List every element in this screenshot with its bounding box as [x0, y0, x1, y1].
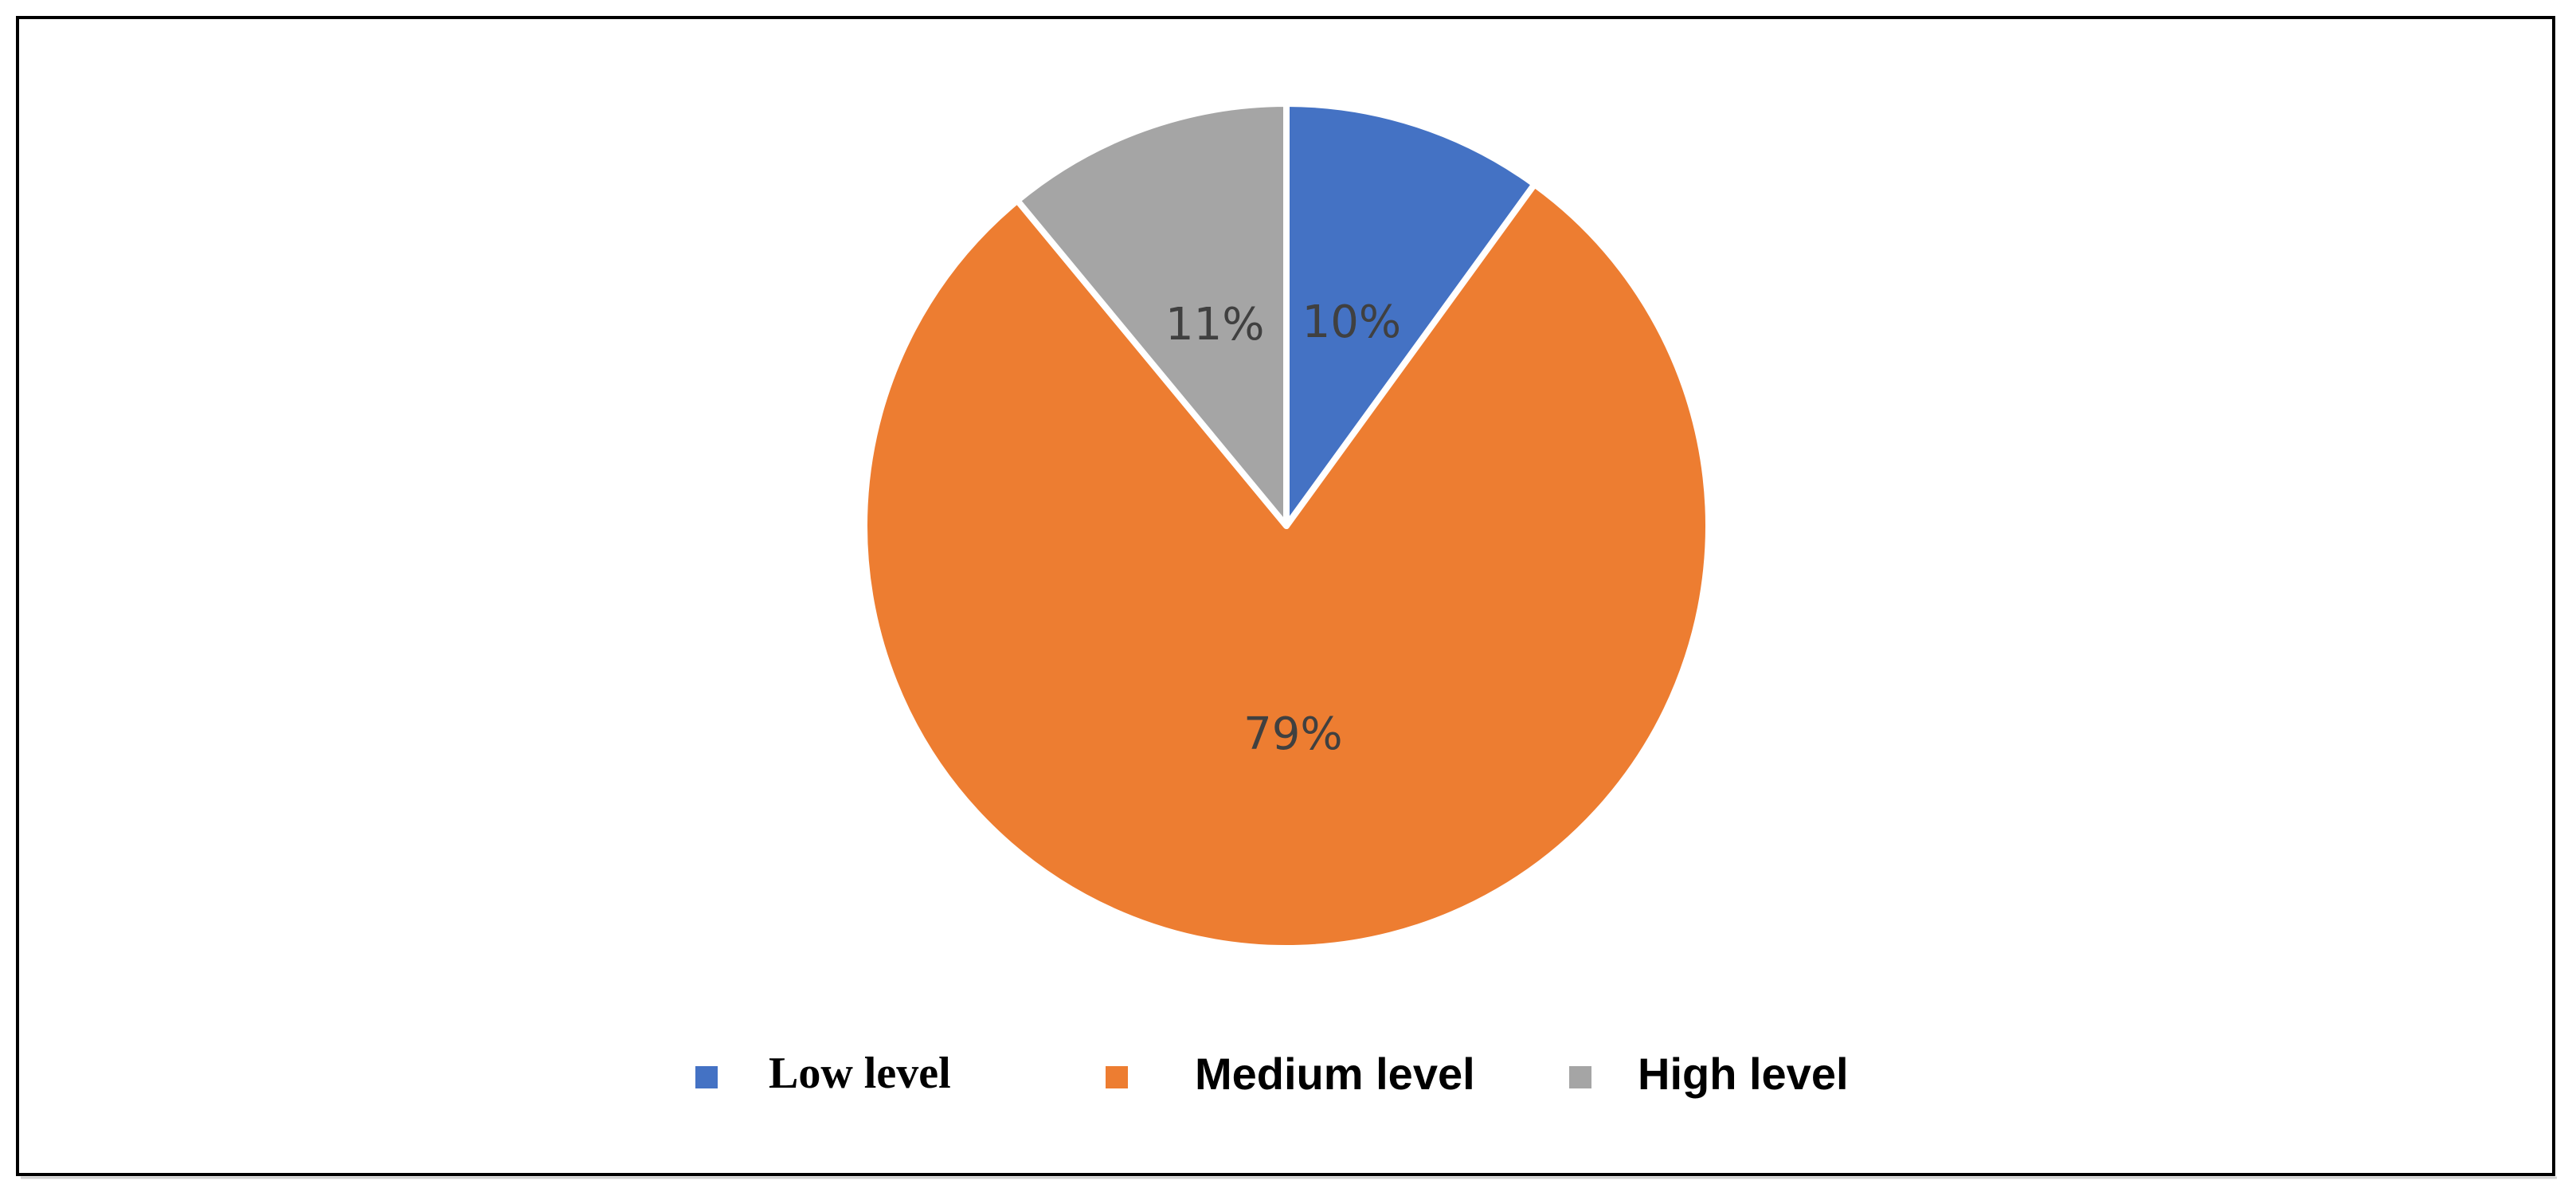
pie-slice	[1283, 100, 1538, 529]
legend-label: Medium level	[1195, 1049, 1475, 1099]
legend-label: Low level	[769, 1049, 951, 1098]
value-label: 11%	[1165, 299, 1264, 351]
value-label: 79%	[1243, 708, 1342, 760]
pie-slice	[1014, 100, 1290, 529]
legend-swatch	[1106, 1066, 1128, 1088]
pie-slice	[861, 181, 1712, 951]
legend-swatch	[1569, 1066, 1591, 1088]
chart-border	[16, 16, 2555, 1176]
value-label: 10%	[1302, 296, 1401, 348]
legend-swatch	[695, 1066, 718, 1088]
legend-label: High level	[1638, 1049, 1849, 1099]
